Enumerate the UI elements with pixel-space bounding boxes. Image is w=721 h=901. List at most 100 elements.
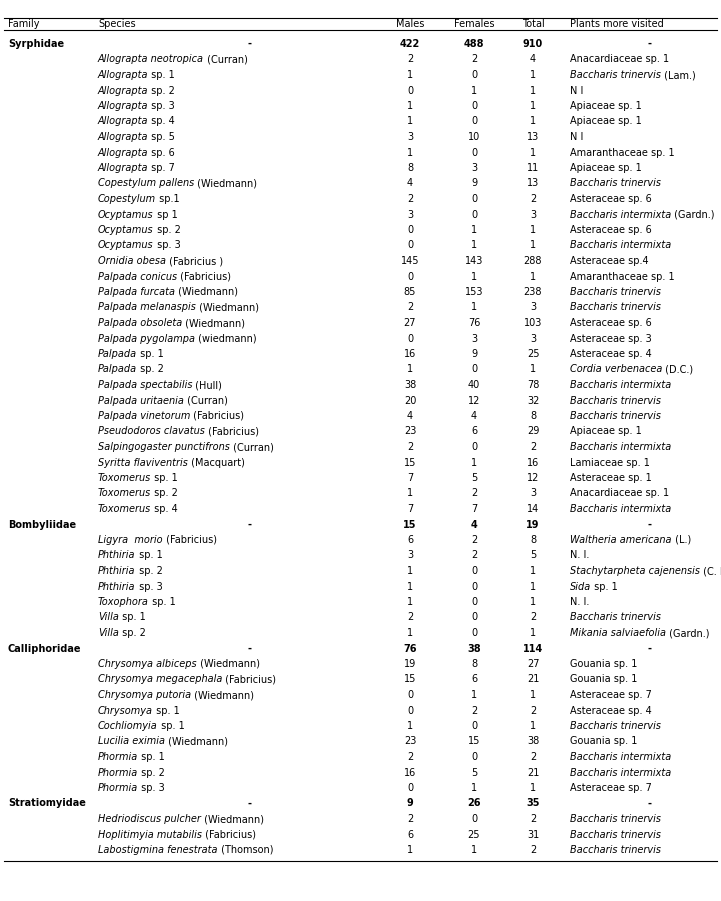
Text: Apiaceae sp. 1: Apiaceae sp. 1 [570,163,642,173]
Text: Asteraceae sp.4: Asteraceae sp.4 [570,256,649,266]
Text: Asteraceae sp. 6: Asteraceae sp. 6 [570,318,652,328]
Text: (Macquart): (Macquart) [188,458,244,468]
Text: sp. 3: sp. 3 [149,101,175,111]
Text: 8: 8 [530,535,536,545]
Text: 488: 488 [464,39,485,49]
Text: Cochliomyia: Cochliomyia [98,721,158,731]
Text: 9: 9 [471,178,477,188]
Text: 0: 0 [407,783,413,793]
Text: Copestylum: Copestylum [98,194,156,204]
Text: Baccharis trinervis: Baccharis trinervis [570,178,661,188]
Text: Toxomerus: Toxomerus [98,488,151,498]
Text: Baccharis intermixta: Baccharis intermixta [570,752,671,762]
Text: 1: 1 [530,628,536,638]
Text: 2: 2 [407,752,413,762]
Text: 1: 1 [530,241,536,250]
Text: 16: 16 [404,349,416,359]
Text: Allograpta: Allograpta [98,148,149,158]
Text: Males: Males [396,19,424,29]
Text: 8: 8 [471,659,477,669]
Text: sp. 3: sp. 3 [138,783,165,793]
Text: 1: 1 [407,116,413,126]
Text: Palpada uritaenia: Palpada uritaenia [98,396,184,405]
Text: 2: 2 [407,442,413,452]
Text: (Fabricius): (Fabricius) [177,271,231,281]
Text: 15: 15 [403,520,417,530]
Text: 1: 1 [471,845,477,855]
Text: 2: 2 [407,613,413,623]
Text: N. I.: N. I. [570,551,589,560]
Text: 1: 1 [530,581,536,591]
Text: 13: 13 [527,132,539,142]
Text: Baccharis trinervis: Baccharis trinervis [570,70,661,80]
Text: 2: 2 [530,705,536,715]
Text: 1: 1 [530,690,536,700]
Text: 288: 288 [523,256,542,266]
Text: Palpada vinetorum: Palpada vinetorum [98,411,190,421]
Text: sp. 2: sp. 2 [154,225,180,235]
Text: Syritta flaviventris: Syritta flaviventris [98,458,188,468]
Text: 4: 4 [407,178,413,188]
Text: 78: 78 [527,380,539,390]
Text: (Wiedmann): (Wiedmann) [175,287,238,297]
Text: 14: 14 [527,504,539,514]
Text: 0: 0 [407,271,413,281]
Text: (L.): (L.) [671,535,691,545]
Text: 3: 3 [471,163,477,173]
Text: 1: 1 [471,303,477,313]
Text: 38: 38 [404,380,416,390]
Text: 1: 1 [407,721,413,731]
Text: (Fabricius): (Fabricius) [222,675,276,685]
Text: 1: 1 [471,783,477,793]
Text: 20: 20 [404,396,416,405]
Text: sp. 3: sp. 3 [154,241,180,250]
Text: 0: 0 [471,442,477,452]
Text: Palpada conicus: Palpada conicus [98,271,177,281]
Text: Plants more visited: Plants more visited [570,19,664,29]
Text: (Wiedmann): (Wiedmann) [201,814,264,824]
Text: 2: 2 [407,194,413,204]
Text: N I: N I [570,86,583,96]
Text: 2: 2 [407,303,413,313]
Text: Baccharis trinervis: Baccharis trinervis [570,721,661,731]
Text: Labostigmina fenestrata: Labostigmina fenestrata [98,845,218,855]
Text: 1: 1 [530,365,536,375]
Text: Allograpta: Allograpta [98,163,149,173]
Text: 31: 31 [527,830,539,840]
Text: 3: 3 [471,333,477,343]
Text: 1: 1 [407,488,413,498]
Text: 1: 1 [471,271,477,281]
Text: Baccharis trinervis: Baccharis trinervis [570,396,661,405]
Text: Salpingogaster punctifrons: Salpingogaster punctifrons [98,442,230,452]
Text: 3: 3 [407,551,413,560]
Text: Baccharis intermixta: Baccharis intermixta [570,380,671,390]
Text: 2: 2 [407,814,413,824]
Text: Allograpta: Allograpta [98,86,149,96]
Text: sp. 3: sp. 3 [136,581,162,591]
Text: sp. 4: sp. 4 [151,504,178,514]
Text: Gouania sp. 1: Gouania sp. 1 [570,659,637,669]
Text: 1: 1 [407,566,413,576]
Text: Stratiomyidae: Stratiomyidae [8,798,86,808]
Text: 27: 27 [527,659,539,669]
Text: 3: 3 [530,333,536,343]
Text: Pseudodoros clavatus: Pseudodoros clavatus [98,426,205,436]
Text: 238: 238 [523,287,542,297]
Text: -: - [648,798,652,808]
Text: 0: 0 [471,101,477,111]
Text: 1: 1 [530,86,536,96]
Text: 26: 26 [467,798,481,808]
Text: 25: 25 [468,830,480,840]
Text: (Wiedmann): (Wiedmann) [165,736,228,747]
Text: Chrysomya: Chrysomya [98,705,153,715]
Text: 0: 0 [407,225,413,235]
Text: 38: 38 [527,736,539,747]
Text: 19: 19 [404,659,416,669]
Text: Chrysomya albiceps: Chrysomya albiceps [98,659,197,669]
Text: Baccharis intermixta: Baccharis intermixta [570,442,671,452]
Text: -: - [248,520,252,530]
Text: 4: 4 [471,411,477,421]
Text: sp. 5: sp. 5 [149,132,175,142]
Text: Phormia: Phormia [98,768,138,778]
Text: Chrysomya megacephala: Chrysomya megacephala [98,675,222,685]
